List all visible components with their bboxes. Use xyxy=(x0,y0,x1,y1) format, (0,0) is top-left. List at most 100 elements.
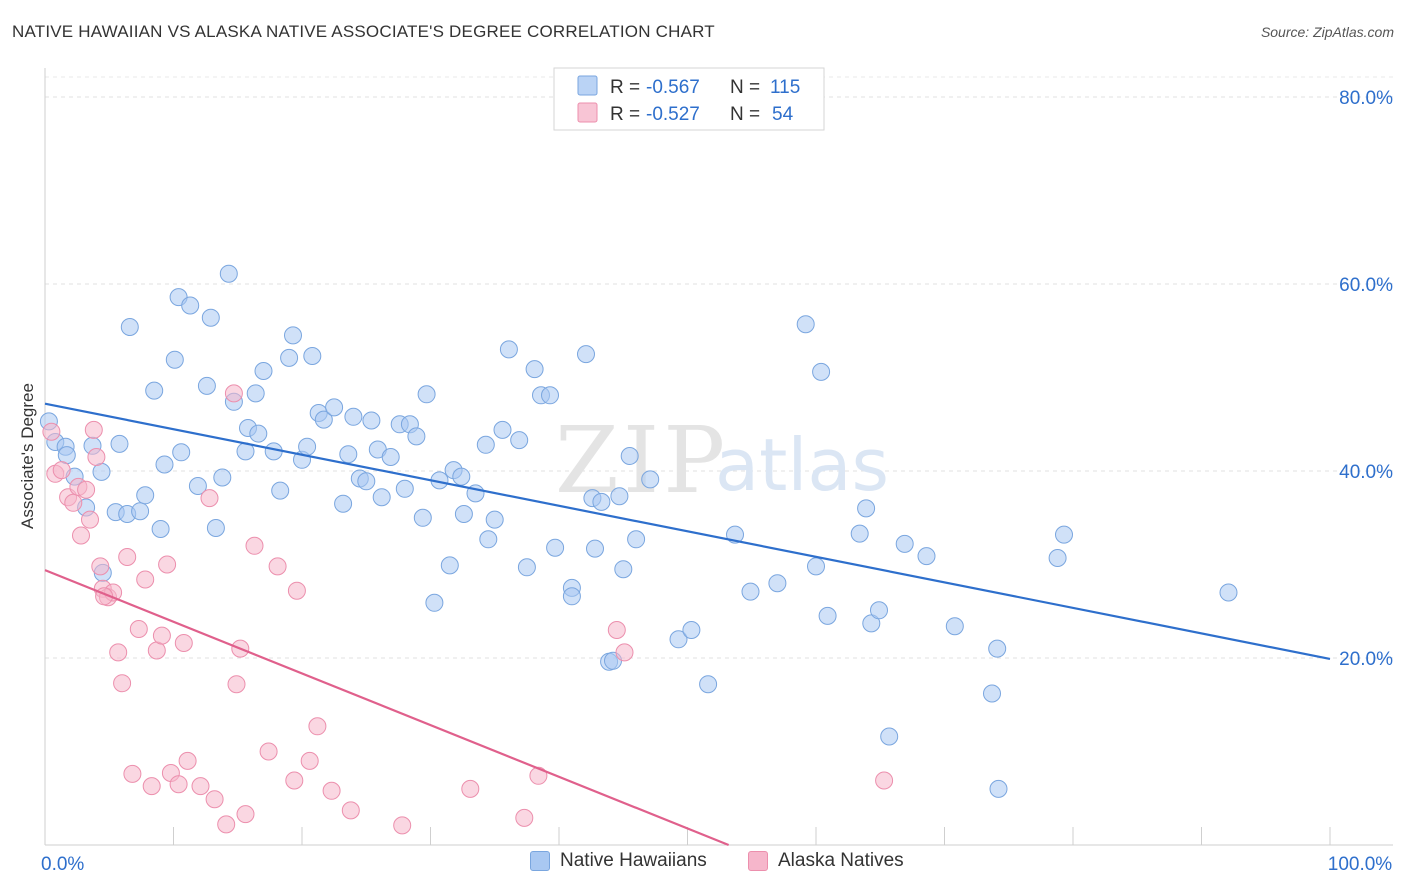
data-point xyxy=(529,766,548,785)
data-point xyxy=(308,717,327,736)
stats-legend: R = -0.567 N = 115 R = -0.527 N = 54 xyxy=(553,67,825,131)
legend-item-alaska-natives[interactable]: Alaska Natives xyxy=(748,850,904,872)
data-point xyxy=(669,630,688,649)
data-point xyxy=(120,318,139,336)
series-alaska-natives xyxy=(42,384,894,835)
legend-label-alaska-natives: Alaska Natives xyxy=(778,850,904,871)
data-point xyxy=(768,574,787,593)
data-point xyxy=(136,570,155,589)
data-point xyxy=(546,538,565,557)
data-point xyxy=(945,617,964,636)
legend-item-native-hawaiians[interactable]: Native Hawaiians xyxy=(530,850,707,872)
data-point xyxy=(499,340,518,359)
data-point xyxy=(407,427,426,446)
stats-n-label: N = xyxy=(730,77,760,98)
watermark-atlas: atlas xyxy=(715,423,889,507)
stats-swatch-native-hawaiians xyxy=(577,75,598,96)
data-point xyxy=(699,675,718,694)
data-point xyxy=(682,621,701,639)
data-point xyxy=(562,587,581,606)
stats-n-value: 115 xyxy=(770,77,800,98)
data-point xyxy=(249,424,268,443)
data-point xyxy=(314,410,333,429)
data-point xyxy=(381,448,400,466)
data-point xyxy=(205,790,224,809)
data-point xyxy=(172,443,191,462)
series-native-hawaiians xyxy=(39,264,1238,798)
data-point xyxy=(285,771,304,790)
y-tick-label: 20.0% xyxy=(1339,649,1393,670)
data-point xyxy=(174,634,193,652)
axes xyxy=(44,68,1393,846)
y-tick-label: 80.0% xyxy=(1339,88,1393,109)
data-point xyxy=(287,581,306,600)
data-point xyxy=(452,467,471,486)
legend-swatch-native-hawaiians xyxy=(530,851,550,871)
y-axis-label: Associate's Degree xyxy=(18,383,37,529)
data-point xyxy=(110,434,129,453)
data-point xyxy=(850,524,869,543)
data-point xyxy=(300,751,319,770)
data-point xyxy=(895,534,914,553)
data-point xyxy=(181,296,200,315)
data-point xyxy=(131,502,150,521)
data-point xyxy=(188,477,207,495)
data-point xyxy=(413,508,432,527)
data-point xyxy=(493,420,512,439)
data-point xyxy=(870,601,888,620)
data-point xyxy=(118,548,137,566)
data-point xyxy=(627,530,646,549)
data-point xyxy=(178,751,197,770)
data-point xyxy=(271,481,290,500)
data-point xyxy=(280,348,299,367)
data-point xyxy=(254,362,273,380)
data-point xyxy=(224,384,243,403)
data-point xyxy=(807,557,825,576)
data-point xyxy=(64,493,83,512)
data-point xyxy=(87,448,106,466)
source-credit: Source: ZipAtlas.com xyxy=(1260,24,1394,40)
data-point xyxy=(875,771,894,790)
data-point xyxy=(525,360,544,379)
data-point xyxy=(607,621,626,639)
y-tick-label: 40.0% xyxy=(1339,462,1393,483)
watermark-zip: ZIP xyxy=(555,407,729,514)
stats-r-value: -0.567 xyxy=(646,77,700,98)
data-point xyxy=(577,345,595,364)
data-point xyxy=(129,620,148,638)
data-point xyxy=(341,801,360,820)
data-point xyxy=(136,486,155,505)
data-point xyxy=(206,519,225,537)
data-point xyxy=(1055,525,1073,544)
data-point xyxy=(417,385,436,404)
data-point xyxy=(152,626,171,645)
trend-line xyxy=(44,569,730,847)
legend-swatch-alaska-natives xyxy=(748,851,768,871)
data-point xyxy=(541,386,559,405)
data-point xyxy=(741,582,760,601)
data-point xyxy=(517,558,536,577)
data-point xyxy=(461,779,480,798)
data-point xyxy=(109,643,128,662)
data-point xyxy=(84,420,103,439)
data-point xyxy=(81,510,99,529)
data-point xyxy=(796,315,815,334)
data-point xyxy=(1219,583,1238,602)
y-tick-label: 60.0% xyxy=(1339,275,1393,296)
data-point xyxy=(339,445,358,464)
chart-title: NATIVE HAWAIIAN VS ALASKA NATIVE ASSOCIA… xyxy=(12,22,715,41)
data-point xyxy=(246,384,265,403)
data-point xyxy=(217,815,236,834)
data-point xyxy=(57,446,76,465)
data-point xyxy=(988,639,1007,658)
data-point xyxy=(440,556,459,575)
data-point xyxy=(586,539,604,558)
data-point xyxy=(812,362,831,381)
data-point xyxy=(393,816,412,835)
data-point xyxy=(641,470,660,489)
data-point xyxy=(197,376,216,395)
data-point xyxy=(620,447,639,465)
data-point xyxy=(325,398,344,417)
x-tick-label: 0.0% xyxy=(41,854,84,875)
data-point xyxy=(201,308,220,327)
